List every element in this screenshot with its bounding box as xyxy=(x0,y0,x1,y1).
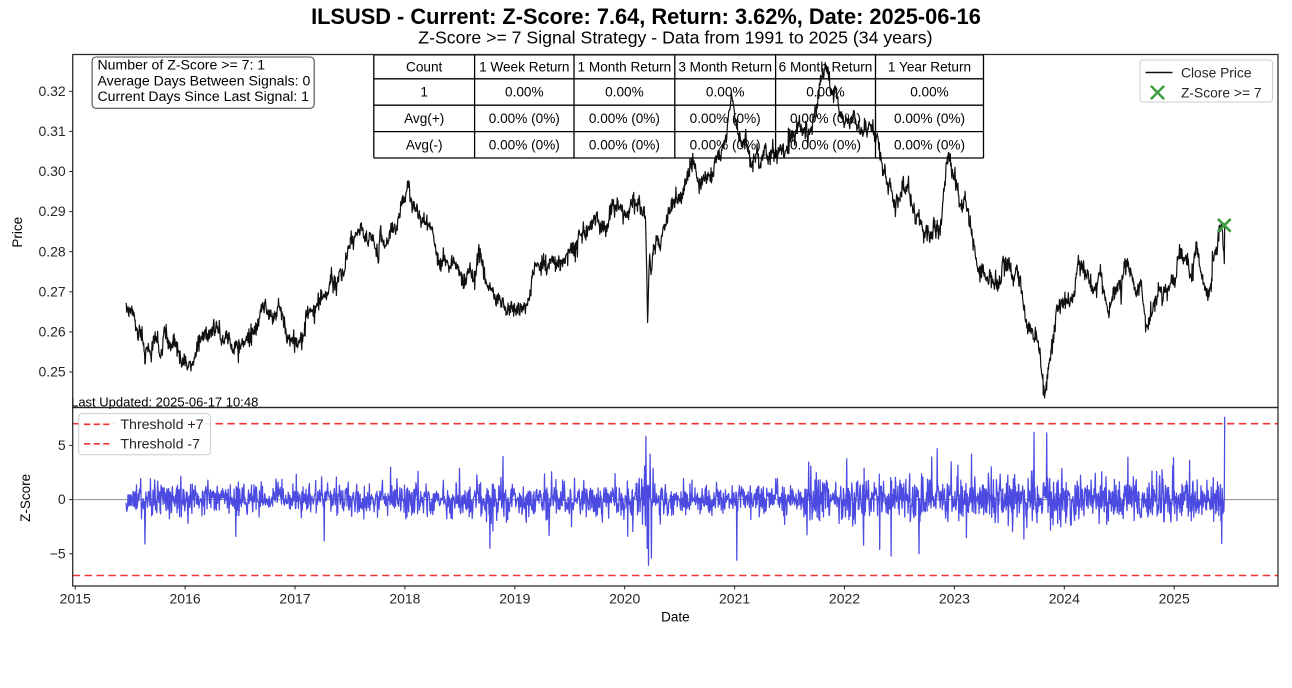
svg-text:ILSUSD - Current: Z-Score: 7.6: ILSUSD - Current: Z-Score: 7.64, Return:… xyxy=(311,4,981,29)
svg-text:Z-Score >= 7 Signal Strategy -: Z-Score >= 7 Signal Strategy - Data from… xyxy=(418,28,932,48)
svg-text:1 Week Return: 1 Week Return xyxy=(479,60,569,75)
svg-text:0.28: 0.28 xyxy=(38,243,65,259)
svg-text:2016: 2016 xyxy=(170,591,201,607)
svg-text:Threshold +7: Threshold +7 xyxy=(120,417,203,433)
svg-text:2020: 2020 xyxy=(609,591,640,607)
svg-text:0: 0 xyxy=(58,491,66,507)
svg-text:5: 5 xyxy=(58,437,66,453)
svg-text:Last Updated: 2025-06-17 10:48: Last Updated: 2025-06-17 10:48 xyxy=(71,394,258,409)
svg-text:0.00% (0%): 0.00% (0%) xyxy=(790,111,861,126)
svg-text:Average Days Between Signals:: Average Days Between Signals: 0 xyxy=(98,72,311,88)
svg-text:Close Price: Close Price xyxy=(1181,65,1252,80)
svg-text:0.00%: 0.00% xyxy=(806,85,845,100)
svg-text:Z-Score >= 7: Z-Score >= 7 xyxy=(1181,85,1262,100)
svg-text:Threshold -7: Threshold -7 xyxy=(120,436,200,452)
svg-text:Date: Date xyxy=(661,610,690,625)
svg-text:2025: 2025 xyxy=(1159,591,1190,607)
svg-text:0.00% (0%): 0.00% (0%) xyxy=(790,138,861,153)
svg-text:0.00%: 0.00% xyxy=(706,85,745,100)
svg-text:1: 1 xyxy=(420,85,428,100)
svg-text:Current Days Since Last Signal: Current Days Since Last Signal: 1 xyxy=(98,88,310,104)
svg-text:0.26: 0.26 xyxy=(38,324,65,340)
svg-text:Price: Price xyxy=(10,217,25,248)
svg-text:0.00% (0%): 0.00% (0%) xyxy=(894,111,965,126)
svg-text:0.27: 0.27 xyxy=(38,283,65,299)
svg-text:Number of Z-Score >= 7: 1: Number of Z-Score >= 7: 1 xyxy=(98,57,266,73)
svg-text:0.00% (0%): 0.00% (0%) xyxy=(489,111,560,126)
svg-text:6 Month Return: 6 Month Return xyxy=(779,60,873,75)
svg-text:0.00% (0%): 0.00% (0%) xyxy=(589,111,660,126)
svg-text:Avg(+): Avg(+) xyxy=(404,111,444,126)
svg-text:0.30: 0.30 xyxy=(38,163,65,179)
svg-text:0.00% (0%): 0.00% (0%) xyxy=(690,111,761,126)
svg-text:0.00% (0%): 0.00% (0%) xyxy=(894,138,965,153)
svg-text:1 Month Return: 1 Month Return xyxy=(578,60,672,75)
svg-text:0.25: 0.25 xyxy=(38,364,65,380)
svg-text:0.00% (0%): 0.00% (0%) xyxy=(489,138,560,153)
svg-text:2019: 2019 xyxy=(499,591,530,607)
svg-text:Avg(-): Avg(-) xyxy=(406,138,443,153)
svg-text:2021: 2021 xyxy=(719,591,750,607)
svg-text:0.00%: 0.00% xyxy=(910,85,949,100)
svg-text:0.00% (0%): 0.00% (0%) xyxy=(589,138,660,153)
svg-text:2018: 2018 xyxy=(389,591,420,607)
svg-text:Count: Count xyxy=(406,60,442,75)
svg-text:0.00%: 0.00% xyxy=(505,85,544,100)
svg-text:3 Month Return: 3 Month Return xyxy=(678,60,772,75)
svg-text:0.00%: 0.00% xyxy=(605,85,644,100)
svg-text:1 Year Return: 1 Year Return xyxy=(888,60,971,75)
svg-text:2017: 2017 xyxy=(279,591,310,607)
svg-text:Z-Score: Z-Score xyxy=(18,474,33,522)
svg-text:2022: 2022 xyxy=(829,591,860,607)
svg-text:0.00% (0%): 0.00% (0%) xyxy=(690,138,761,153)
svg-text:0.32: 0.32 xyxy=(38,83,65,99)
svg-text:0.31: 0.31 xyxy=(38,123,65,139)
svg-text:0.29: 0.29 xyxy=(38,203,65,219)
svg-text:2024: 2024 xyxy=(1049,591,1080,607)
svg-text:2015: 2015 xyxy=(60,591,91,607)
svg-text:2023: 2023 xyxy=(939,591,970,607)
svg-text:−5: −5 xyxy=(50,545,66,561)
